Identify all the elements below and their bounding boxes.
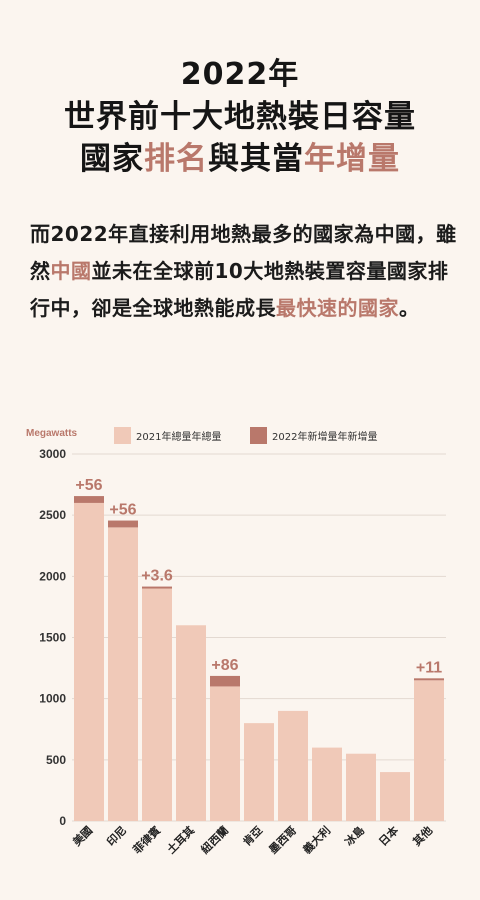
header-subtitle-highlight2: 年增量 [304, 141, 400, 177]
x-tick-label: 菲律賓 [130, 823, 163, 856]
x-tick-label: 墨西哥 [267, 824, 300, 857]
y-tick-label: 500 [46, 753, 66, 767]
x-tick-label: 義大利 [300, 823, 333, 856]
para-text-1: 而2022年直接利用地熱最多的國家為中國，雖然 [30, 222, 457, 283]
para-text-3: 。 [399, 296, 420, 320]
bar-2021-total [142, 588, 172, 821]
y-axis: 0 500 1000 1500 2000 2500 3000 [39, 447, 66, 828]
bar-2022-increase [74, 496, 104, 503]
x-tick-label: 冰島 [342, 823, 367, 848]
legend-label-2022: 2022年新增量年新增量 [272, 430, 377, 443]
para-highlight-fastest: 最快速的國家 [276, 296, 399, 320]
bar-2021-total [74, 502, 104, 821]
bar-2021-total [210, 686, 240, 821]
para-text-2: 並未在全球前10大地熱裝置容量國家排行中，卻是全球地熱能成長 [30, 259, 449, 320]
bar-2021-total [380, 772, 410, 821]
x-tick-label: 印尼 [104, 824, 129, 849]
bar-2021-total [312, 747, 342, 821]
bar-data-label: +56 [75, 477, 102, 494]
bar-data-label: +11 [416, 659, 442, 676]
para-highlight-china: 中國 [50, 259, 92, 283]
intro-paragraph: 而2022年直接利用地熱最多的國家為中國，雖然中國並未在全球前10大地熱裝置容量… [30, 216, 460, 327]
bar-2022-increase [142, 586, 172, 589]
header-subtitle-part2: 與其當 [208, 141, 304, 177]
bar-2021-total [244, 723, 274, 821]
header-subtitle-highlight1: 排名 [144, 141, 208, 177]
bar-2021-total [414, 680, 444, 821]
bar-2021-total [176, 625, 206, 821]
y-tick-label: 2500 [39, 508, 66, 522]
bars: +56 +56 +3.6 +86 +11 [74, 477, 444, 821]
y-tick-label: 2000 [39, 569, 66, 583]
bar-2021-total [346, 753, 376, 821]
y-tick-label: 3000 [39, 447, 66, 461]
x-tick-label: 其他 [410, 823, 435, 848]
bar-2021-total [278, 710, 308, 821]
header-subtitle-part1: 國家 [80, 141, 144, 177]
x-axis: 美國 印尼 菲律賓 土耳其 紐西蘭 肯亞 墨西哥 義大利 冰島 日本 其他 [70, 823, 435, 856]
x-tick-label: 紐西蘭 [198, 823, 231, 856]
bar-2022-increase [108, 520, 138, 528]
y-tick-label: 1500 [39, 631, 66, 645]
bar-2022-increase [210, 675, 240, 687]
bar-2021-total [108, 527, 138, 821]
legend-swatch-2022 [250, 427, 267, 444]
legend: Megawatts 2021年總量年總量 2022年新增量年新增量 [26, 427, 377, 444]
y-tick-label: 0 [59, 814, 66, 828]
bar-2022-increase [414, 678, 444, 681]
legend-label-2021: 2021年總量年總量 [136, 430, 221, 443]
page-header: 2022年 世界前十大地熱裝日容量 國家排名與其當年增量 [0, 54, 480, 180]
header-title: 世界前十大地熱裝日容量 [64, 99, 416, 135]
x-tick-label: 土耳其 [164, 823, 197, 856]
y-unit-label: Megawatts [26, 428, 78, 439]
bar-data-label: +86 [211, 657, 238, 674]
bar-data-label: +3.6 [141, 568, 173, 585]
x-tick-label: 日本 [376, 823, 401, 848]
bar-data-label: +56 [109, 502, 136, 519]
bar-chart: 0 500 1000 1500 2000 2500 3000 +56 +56 +3.6 +86 +1… [26, 427, 446, 856]
x-tick-label: 美國 [70, 823, 95, 848]
header-year: 2022年 [180, 57, 300, 92]
x-tick-label: 肯亞 [240, 823, 265, 848]
legend-swatch-2021 [114, 427, 131, 444]
header-subtitle: 國家排名與其當年增量 [0, 138, 480, 180]
y-tick-label: 1000 [39, 692, 66, 706]
